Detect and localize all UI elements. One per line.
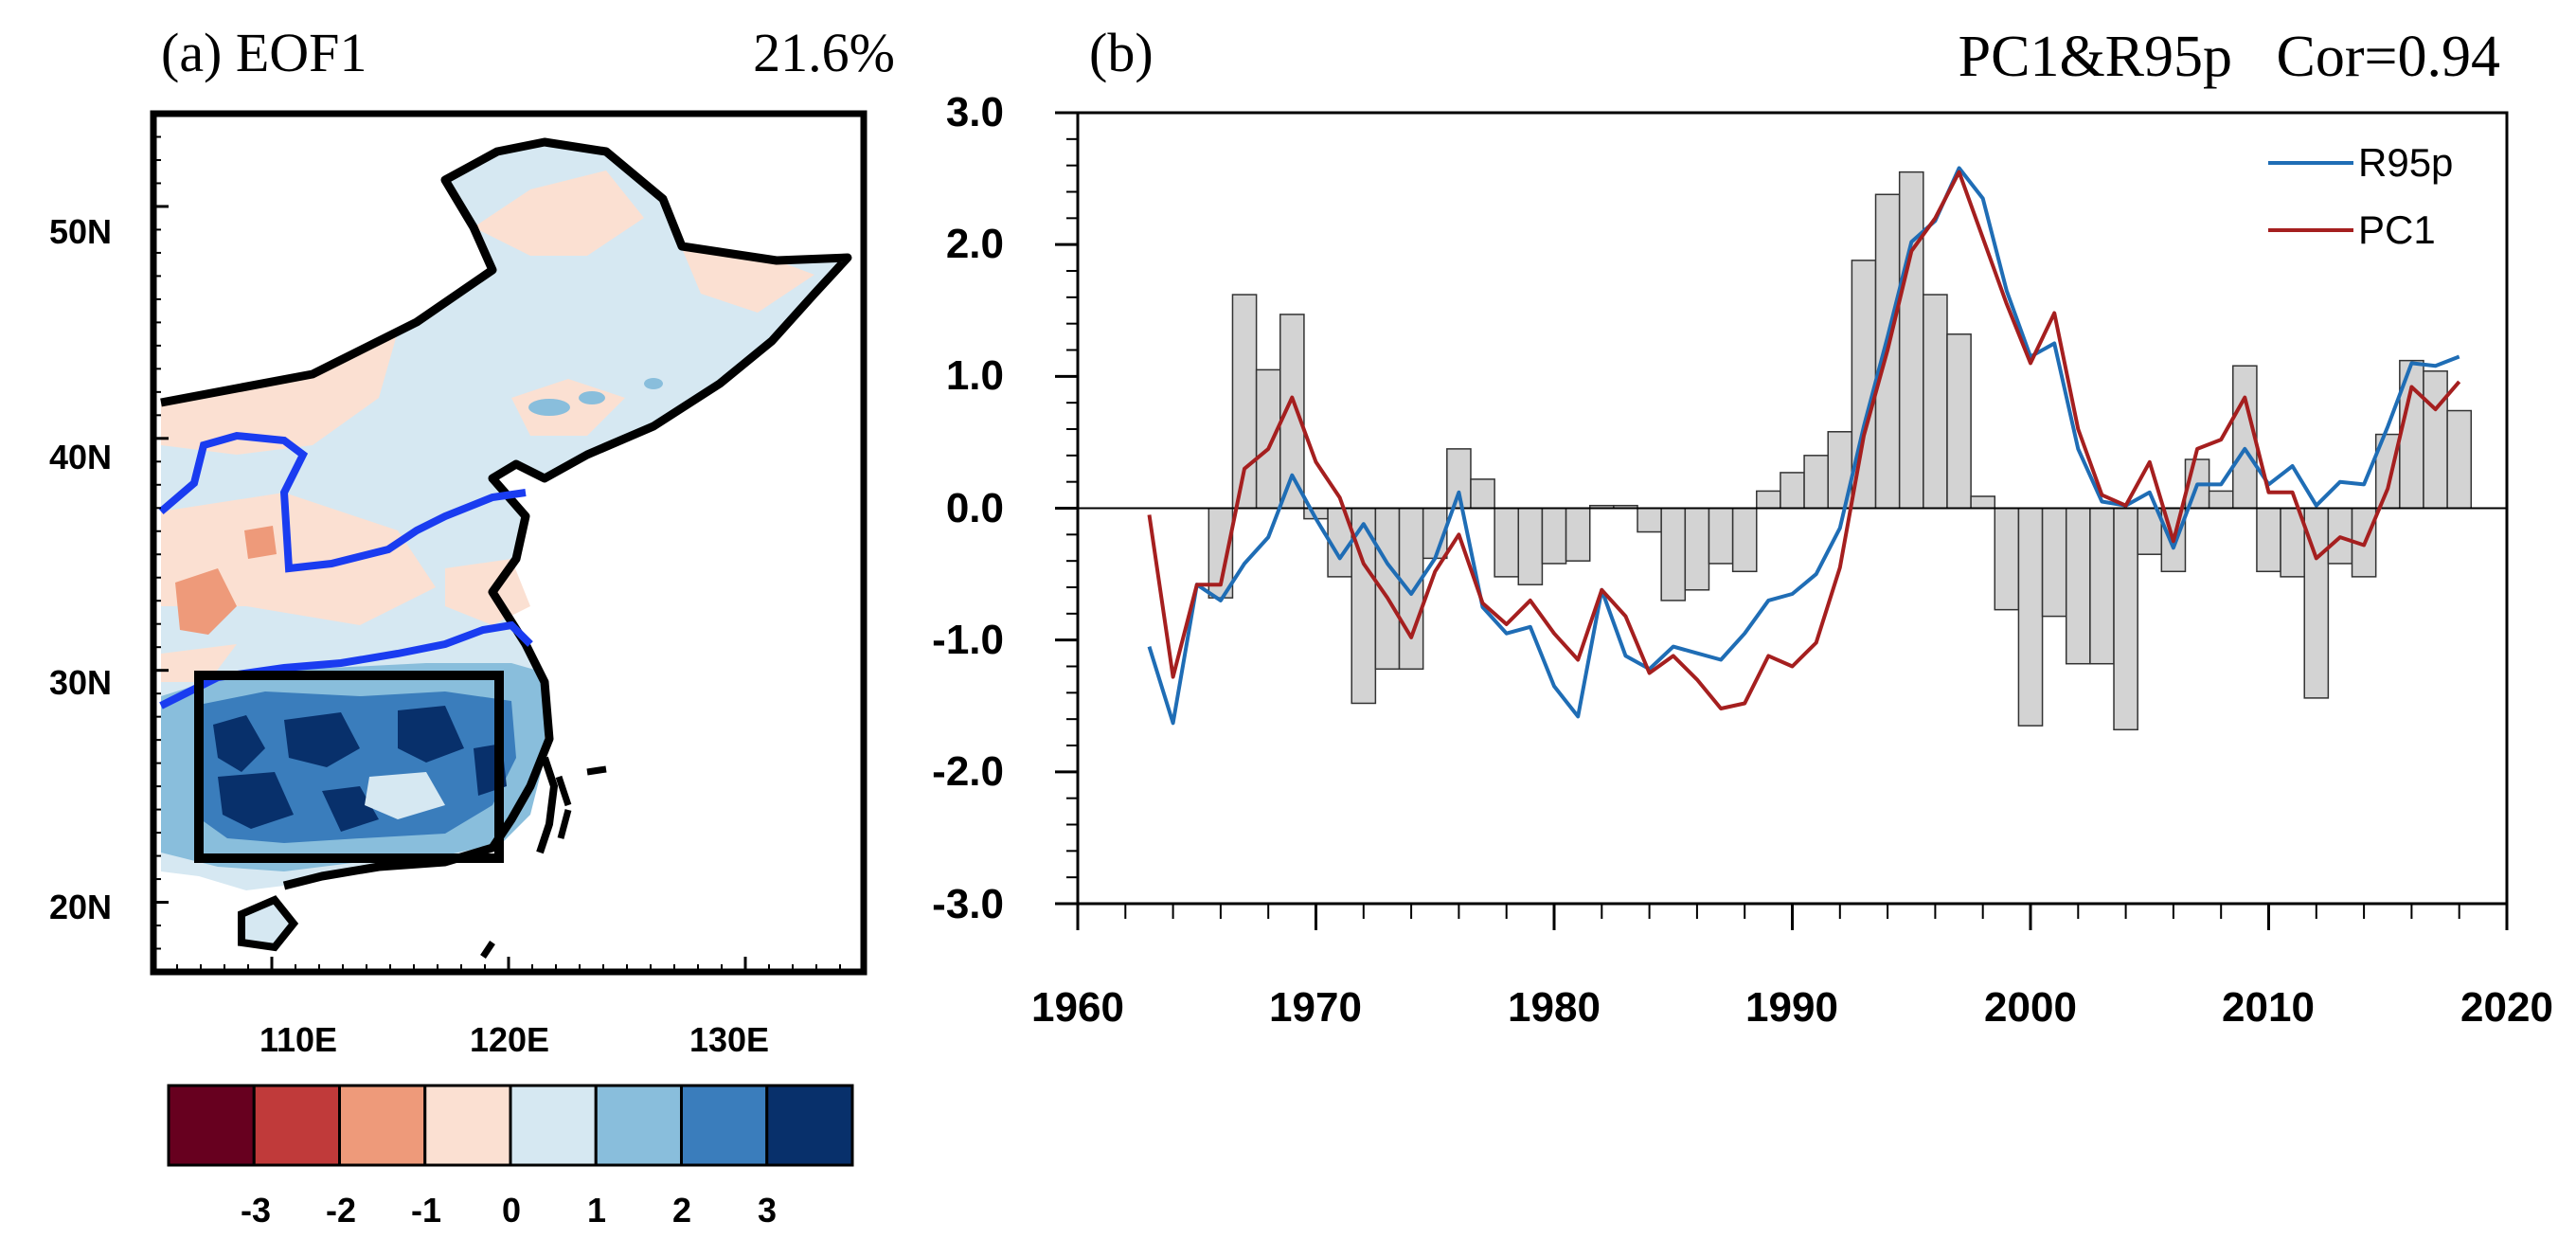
bars xyxy=(1208,171,2473,731)
bar-2004 xyxy=(2113,507,2138,731)
x-tick-labels: 1960 1970 1980 1990 2000 2010 2020 xyxy=(1031,984,2553,1031)
bar-2002 xyxy=(2065,507,2091,665)
bar-1985 xyxy=(1660,507,1687,602)
colorbar-label: -3 xyxy=(241,1191,271,1230)
bar-1988 xyxy=(1731,507,1758,573)
bar-2008 xyxy=(2208,490,2234,510)
y-tick-label: 0.0 xyxy=(946,485,1004,531)
bar-1998 xyxy=(1970,495,1996,510)
legend-label-pc1: PC1 xyxy=(2358,207,2436,252)
salmon-patches xyxy=(175,526,277,635)
colorbar-swatch xyxy=(423,1084,512,1167)
bar-1984 xyxy=(1637,507,1662,533)
bar-1991 xyxy=(1803,455,1829,510)
lat-label: 20N xyxy=(49,888,112,926)
colorbar-label: 2 xyxy=(672,1191,691,1230)
bar-2018 xyxy=(2446,409,2473,510)
bar-2003 xyxy=(2089,507,2115,665)
colorbar xyxy=(167,1084,854,1167)
y-tick-label: -2.0 xyxy=(932,748,1004,795)
lon-label: 130E xyxy=(689,1020,769,1059)
legend-label-r95p: R95p xyxy=(2358,140,2453,185)
colorbar-swatch xyxy=(509,1084,598,1167)
bar-2001 xyxy=(2041,507,2067,618)
bar-1979 xyxy=(1517,507,1544,585)
hainan-island xyxy=(238,895,299,952)
variance-explained: 21.6% xyxy=(753,22,895,83)
bar-1990 xyxy=(1780,472,1805,510)
y-tick-label: 2.0 xyxy=(946,221,1004,267)
study-region-box xyxy=(194,671,504,863)
bar-1999 xyxy=(1994,507,2020,611)
x-tick-label: 1990 xyxy=(1745,984,1838,1031)
x-tick-label: 2000 xyxy=(1984,984,2077,1031)
x-tick-label: 2020 xyxy=(2460,984,2553,1031)
x-tick-label: 1980 xyxy=(1508,984,1601,1031)
bar-1996 xyxy=(1923,294,1948,510)
bar-1977 xyxy=(1470,478,1495,510)
bar-1980 xyxy=(1541,507,1567,565)
bar-1978 xyxy=(1494,507,1520,578)
legend: R95p PC1 xyxy=(2268,140,2453,252)
y-tick-label: -3.0 xyxy=(932,881,1004,927)
colorbar-swatch xyxy=(252,1084,341,1167)
map-ticks xyxy=(153,113,841,972)
colorbar-labels: -3 -2 -1 0 1 2 3 xyxy=(241,1191,777,1230)
negative-loading-region xyxy=(161,663,545,871)
panel-a: (a) EOF1 21.6% xyxy=(49,22,895,1230)
bar-1976 xyxy=(1446,448,1472,510)
y-tick-label: 3.0 xyxy=(946,89,1004,135)
islands xyxy=(480,765,607,959)
northern-blue-specks xyxy=(528,378,663,416)
bar-2017 xyxy=(2423,370,2448,510)
x-tick-label: 1970 xyxy=(1269,984,1362,1031)
colorbar-label: 1 xyxy=(587,1191,606,1230)
colorbar-swatch xyxy=(765,1084,854,1167)
panel-b: (b) PC1&R95p Cor=0.94 3.0 2.0 1.0 0.0 -1… xyxy=(932,22,2553,1031)
colorbar-label: -1 xyxy=(411,1191,441,1230)
bar-1968 xyxy=(1255,368,1281,510)
colorbar-swatch xyxy=(167,1084,256,1167)
taiwan-island xyxy=(536,756,559,854)
y-tick-labels: 3.0 2.0 1.0 0.0 -1.0 -2.0 -3.0 xyxy=(932,89,1004,927)
bar-1986 xyxy=(1684,507,1710,591)
bar-1987 xyxy=(1708,507,1734,565)
blue-contour-north xyxy=(158,431,527,573)
bar-1993 xyxy=(1851,260,1877,510)
lat-tick-labels: 50N 40N 30N 20N xyxy=(49,212,112,926)
x-tick-label: 1960 xyxy=(1031,984,1124,1031)
bar-2000 xyxy=(2017,507,2044,727)
y-tick-label: 1.0 xyxy=(946,352,1004,399)
colorbar-swatch xyxy=(594,1084,683,1167)
bar-2010 xyxy=(2256,507,2281,573)
lon-label: 110E xyxy=(259,1020,337,1059)
panel-a-label: (a) EOF1 xyxy=(161,22,367,83)
bar-1989 xyxy=(1756,490,1781,510)
x-tick-label: 2010 xyxy=(2222,984,2315,1031)
lat-label: 40N xyxy=(49,438,112,476)
lon-tick-labels: 110E 120E 130E xyxy=(259,1020,769,1059)
axis-ticks xyxy=(1055,111,2509,930)
coastline xyxy=(160,137,852,890)
series-line-pc1 xyxy=(1147,170,2461,710)
colorbar-swatch xyxy=(338,1084,427,1167)
series-line-r95p xyxy=(1147,166,2460,726)
chart-title: PC1&R95p Cor=0.94 xyxy=(1959,25,2500,89)
bar-1974 xyxy=(1398,507,1424,671)
panel-b-label: (b) xyxy=(1089,22,1154,83)
bar-1997 xyxy=(1946,333,1972,510)
y-tick-label: -1.0 xyxy=(932,617,1004,663)
colorbar-label: 3 xyxy=(758,1191,777,1230)
colorbar-label: -2 xyxy=(326,1191,356,1230)
colorbar-label: 0 xyxy=(502,1191,521,1230)
lon-label: 120E xyxy=(470,1020,549,1059)
eof-map-field xyxy=(153,114,864,972)
bar-1995 xyxy=(1898,171,1924,510)
lat-label: 30N xyxy=(49,663,112,702)
bar-1981 xyxy=(1565,507,1591,562)
colorbar-swatch xyxy=(680,1084,769,1167)
lat-label: 50N xyxy=(49,212,112,251)
